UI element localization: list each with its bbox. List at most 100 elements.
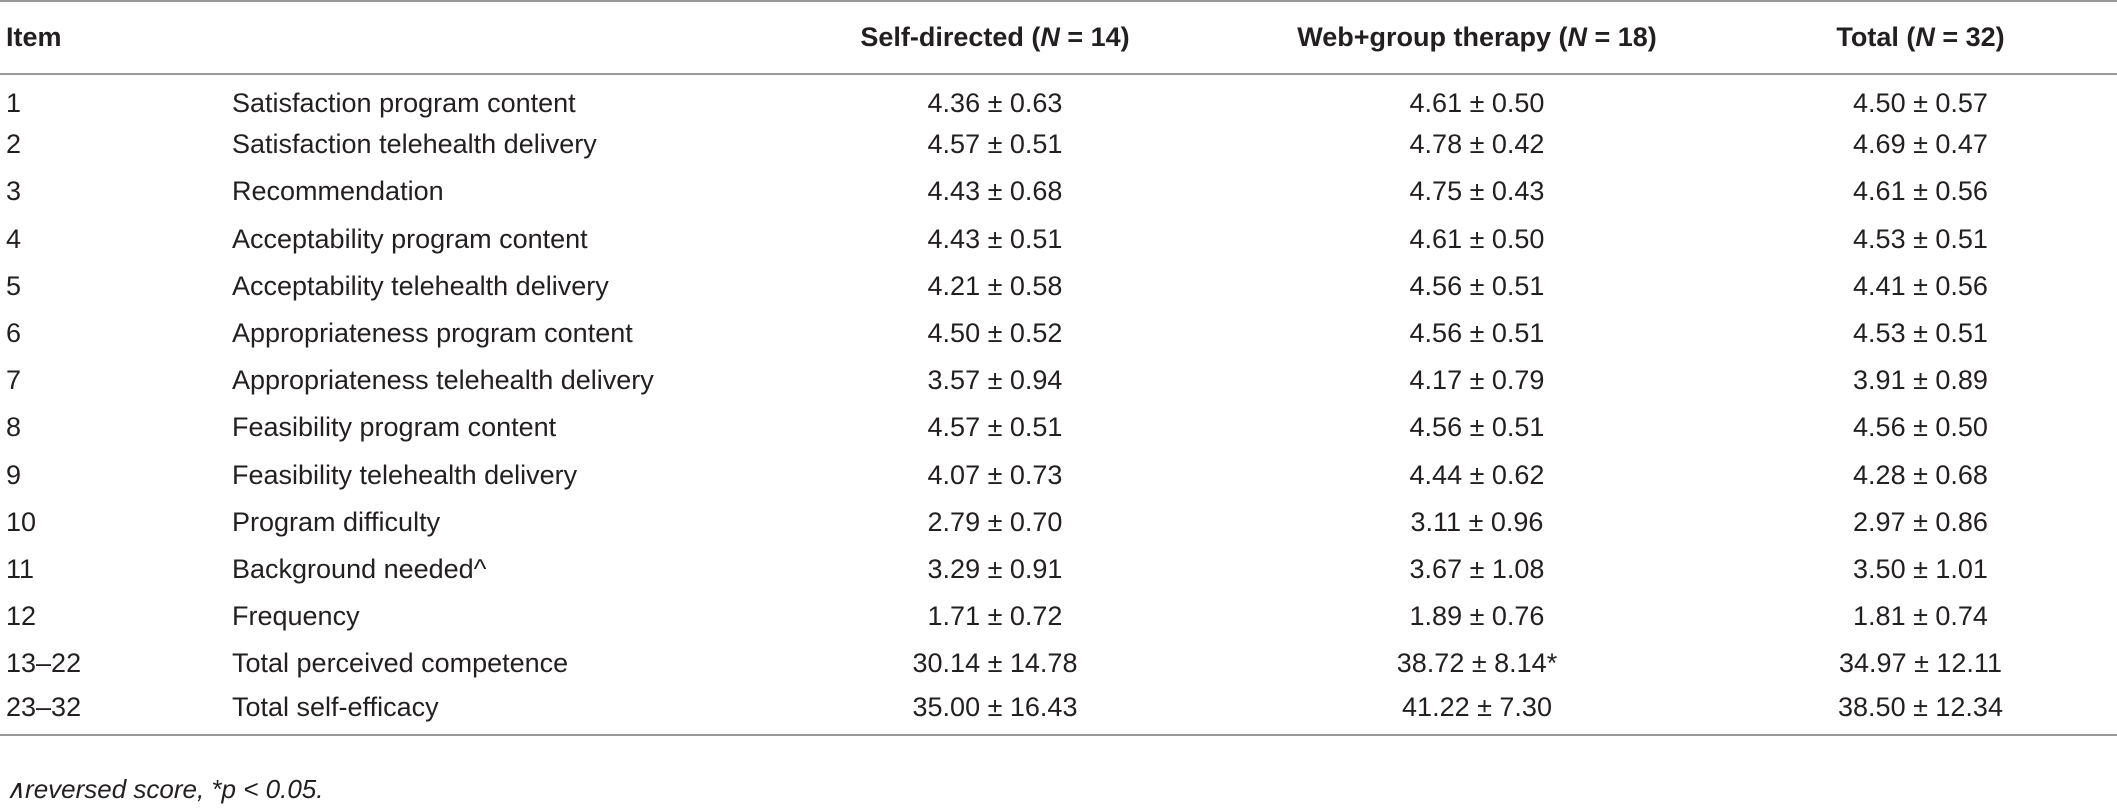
item-number: 12 <box>6 601 37 632</box>
table-header: Item Self-directed (N = 14) Web+group th… <box>0 1 2117 74</box>
header-self-directed-label: Self-directed ( <box>860 22 1041 52</box>
total-value: 4.53 ± 0.51 <box>1853 223 1988 254</box>
header-self-directed: Self-directed (N = 14) <box>760 1 1230 74</box>
header-total-count: = 32) <box>1934 22 2005 52</box>
total-value: 4.41 ± 0.56 <box>1853 270 1988 301</box>
header-total-label: Total ( <box>1836 22 1916 52</box>
item-number: 9 <box>6 459 22 490</box>
item-description: Recommendation <box>232 176 444 207</box>
header-self-directed-n: N <box>1040 22 1060 52</box>
item-number: 7 <box>6 365 22 396</box>
web-group-value: 4.17 ± 0.79 <box>1409 365 1545 396</box>
table-row: 7 Appropriateness telehealth delivery 3.… <box>0 357 2117 404</box>
item-number: 1 <box>6 87 22 118</box>
self-directed-value: 4.07 ± 0.73 <box>927 459 1063 490</box>
self-directed-value: 35.00 ± 16.43 <box>912 692 1078 723</box>
total-value: 2.97 ± 0.86 <box>1853 506 1988 537</box>
total-value: 4.28 ± 0.68 <box>1853 459 1988 490</box>
header-web-group-n: N <box>1567 22 1587 52</box>
table-row: 8 Feasibility program content 4.57 ± 0.5… <box>0 404 2117 451</box>
web-group-value: 3.67 ± 1.08 <box>1409 553 1545 584</box>
item-description: Program difficulty <box>232 506 441 537</box>
item-number: 4 <box>6 223 22 254</box>
table-row: 5 Acceptability telehealth delivery 4.21… <box>0 263 2117 310</box>
web-group-value: 4.78 ± 0.42 <box>1409 129 1545 160</box>
web-group-value: 41.22 ± 7.30 <box>1402 692 1552 723</box>
web-group-value: 4.56 ± 0.51 <box>1409 318 1545 349</box>
total-value: 1.81 ± 0.74 <box>1853 601 1988 632</box>
table-row: 11 Background needed^ 3.29 ± 0.91 3.67 ±… <box>0 546 2117 593</box>
total-value: 3.91 ± 0.89 <box>1853 365 1988 396</box>
header-total: Total (N = 32) <box>1724 1 2117 74</box>
item-description: Background needed^ <box>232 553 487 584</box>
total-value: 4.69 ± 0.47 <box>1853 129 1988 160</box>
item-description: Appropriateness program content <box>232 318 633 349</box>
self-directed-value: 3.29 ± 0.91 <box>927 553 1063 584</box>
table-body: 1 Satisfaction program content 4.36 ± 0.… <box>0 74 2117 735</box>
item-description: Feasibility program content <box>232 412 557 443</box>
web-group-value: 4.61 ± 0.50 <box>1409 223 1545 254</box>
self-directed-value: 1.71 ± 0.72 <box>927 601 1063 632</box>
item-description: Feasibility telehealth delivery <box>232 459 578 490</box>
item-number: 10 <box>6 506 37 537</box>
self-directed-value: 4.36 ± 0.63 <box>927 87 1063 118</box>
table-row: 1 Satisfaction program content 4.36 ± 0.… <box>0 74 2117 121</box>
web-group-value: 1.89 ± 0.76 <box>1409 601 1545 632</box>
self-directed-value: 4.57 ± 0.51 <box>927 129 1063 160</box>
self-directed-value: 4.21 ± 0.58 <box>927 270 1063 301</box>
header-total-n: N <box>1915 22 1935 52</box>
table-row: 4 Acceptability program content 4.43 ± 0… <box>0 216 2117 263</box>
web-group-value: 38.72 ± 8.14* <box>1396 648 1558 679</box>
item-description: Satisfaction program content <box>232 87 576 118</box>
web-group-value: 4.56 ± 0.51 <box>1409 412 1545 443</box>
table-row: 23–32 Total self-efficacy 35.00 ± 16.43 … <box>0 687 2117 735</box>
table-row: 13–22 Total perceived competence 30.14 ±… <box>0 640 2117 687</box>
web-group-value: 4.61 ± 0.50 <box>1409 87 1545 118</box>
header-web-group: Web+group therapy (N = 18) <box>1230 1 1724 74</box>
item-number: 6 <box>6 318 22 349</box>
header-self-directed-count: = 14) <box>1059 22 1130 52</box>
item-number: 8 <box>6 412 22 443</box>
item-description: Acceptability program content <box>232 223 588 254</box>
results-table: Item Self-directed (N = 14) Web+group th… <box>0 1 2117 735</box>
header-row: Item Self-directed (N = 14) Web+group th… <box>0 1 2117 74</box>
self-directed-value: 4.50 ± 0.52 <box>927 318 1063 349</box>
table-row: 9 Feasibility telehealth delivery 4.07 ±… <box>0 452 2117 499</box>
self-directed-value: 2.79 ± 0.70 <box>927 506 1063 537</box>
self-directed-value: 4.43 ± 0.51 <box>927 223 1063 254</box>
item-description: Total perceived competence <box>232 648 569 679</box>
item-number: 2 <box>6 129 22 160</box>
total-value: 38.50 ± 12.34 <box>1838 692 2003 723</box>
item-number: 5 <box>6 270 22 301</box>
self-directed-value: 4.43 ± 0.68 <box>927 176 1063 207</box>
web-group-value: 4.44 ± 0.62 <box>1409 459 1545 490</box>
table-footnote: ∧reversed score, *p < 0.05. <box>6 774 324 804</box>
total-value: 4.53 ± 0.51 <box>1853 318 1988 349</box>
table-row: 3 Recommendation 4.43 ± 0.68 4.75 ± 0.43… <box>0 168 2117 215</box>
total-value: 4.50 ± 0.57 <box>1853 87 1988 118</box>
item-description: Satisfaction telehealth delivery <box>232 129 597 160</box>
self-directed-value: 30.14 ± 14.78 <box>912 648 1078 679</box>
header-web-group-label: Web+group therapy ( <box>1297 22 1568 52</box>
web-group-value: 4.56 ± 0.51 <box>1409 270 1545 301</box>
table-row: 10 Program difficulty 2.79 ± 0.70 3.11 ±… <box>0 499 2117 546</box>
results-table-container: Item Self-directed (N = 14) Web+group th… <box>0 1 2117 735</box>
table-row: 12 Frequency 1.71 ± 0.72 1.89 ± 0.76 1.8… <box>0 593 2117 640</box>
self-directed-value: 3.57 ± 0.94 <box>927 365 1063 396</box>
item-number: 13–22 <box>6 648 82 679</box>
header-item: Item <box>6 22 62 52</box>
total-value: 3.50 ± 1.01 <box>1853 553 1988 584</box>
total-value: 4.61 ± 0.56 <box>1853 176 1988 207</box>
header-web-group-count: = 18) <box>1586 22 1657 52</box>
item-number: 3 <box>6 176 22 207</box>
item-description: Appropriateness telehealth delivery <box>232 365 654 396</box>
total-value: 34.97 ± 12.11 <box>1839 648 2002 679</box>
item-description: Frequency <box>232 601 360 632</box>
web-group-value: 3.11 ± 0.96 <box>1410 506 1544 537</box>
header-description <box>232 1 760 74</box>
item-description: Acceptability telehealth delivery <box>232 270 609 301</box>
item-number: 11 <box>6 553 35 584</box>
item-description: Total self-efficacy <box>232 692 439 723</box>
item-number: 23–32 <box>6 692 82 723</box>
self-directed-value: 4.57 ± 0.51 <box>927 412 1063 443</box>
